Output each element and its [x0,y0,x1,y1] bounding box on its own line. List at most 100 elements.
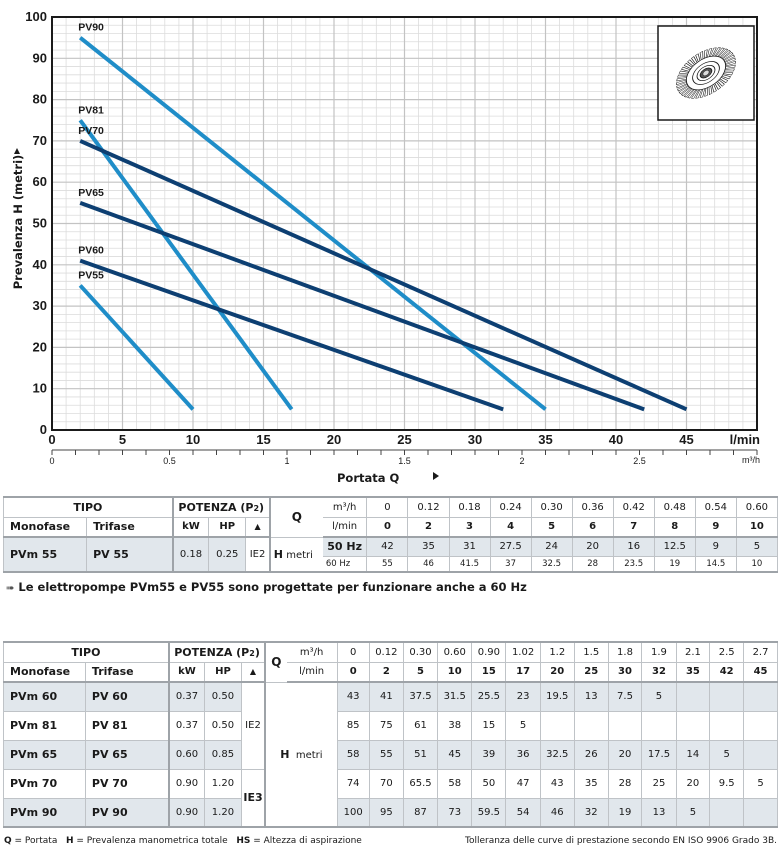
head-label-unit: metri [295,750,323,761]
q-lmin: 4 [489,516,532,538]
h60-value: 41.5 [448,555,491,573]
model-monofase: PVm 81 [3,710,86,741]
head-value: 36 [505,739,541,770]
head-value: 59.5 [471,797,507,828]
head-value: 55 [368,739,404,770]
series-label-pv55: PV55 [78,269,104,281]
header-potenza: POTENZA (P2) [167,641,266,663]
power-kw: 0.37 [167,710,206,741]
efficiency-class: IE2 [245,536,271,573]
power-hp: 0.50 [204,681,242,712]
head-value: 35 [573,768,609,799]
power-hp: 1.20 [204,797,242,828]
header-kw: kW [167,661,206,683]
q-m3h: 1.9 [641,641,677,663]
h60-value: 19 [653,555,696,573]
q-lmin: 25 [573,661,609,683]
head-value: 70 [368,768,404,799]
q-lmin: 0 [366,516,409,538]
x-tick-label: 10 [186,432,200,447]
series-labels: PV90 PV81 PV70 PV65 PV60 PV55 [78,22,104,282]
x-unit-label: l/min [730,432,760,447]
head-value [709,710,745,741]
arrow-right-icon: ➠ [6,583,15,594]
pv55-performance-table: TIPO POTENZA (P2) Q m³/h 0 0.12 0.18 0.2… [2,496,779,573]
h60-value: 10 [735,555,779,573]
header-monofase: Monofase [3,661,86,683]
x2-tick-label: 1.5 [398,456,411,466]
head-value [641,710,677,741]
q-lmin: 9 [694,516,737,538]
x-tick-label: 0 [48,432,55,447]
axes [51,16,758,431]
unit-m3h: m³/h [322,496,368,518]
head-value: 47 [505,768,541,799]
model-trifase: PV 65 [84,739,170,770]
note-text: Le elettropompe PVm55 e PV55 sono proget… [18,580,527,594]
q-m3h: 0.36 [571,496,614,518]
legend-hs-key: HS [236,836,251,846]
freq-50hz: 50 Hz [322,536,368,557]
x2-tick-label: 0.5 [163,456,176,466]
head-value: 51 [402,739,439,770]
table-row: PVm 81 PV 81 0.37 0.50 85 75 61 38 15 5 [3,710,778,741]
x2-unit-label: m³/h [742,455,760,465]
q-lmin: 10 [437,661,473,683]
x-tick-label: 30 [468,432,482,447]
header-tipo: TIPO [2,641,170,663]
head-value: 25 [641,768,677,799]
legend-q-text: = Portata [14,836,58,846]
y-tick-label: 60 [33,174,47,189]
head-value: 54 [505,797,541,828]
q-lmin: 45 [743,661,778,683]
q-lmin: 17 [505,661,541,683]
impeller-icon [676,47,736,99]
q-m3h: 0.60 [437,641,473,663]
head-value [709,797,745,828]
h60-value: 28 [571,555,614,573]
h50-value: 9 [694,536,737,557]
q-lmin: 6 [571,516,614,538]
q-m3h: 0.48 [653,496,696,518]
power-hp: 0.85 [204,739,242,770]
header-q: Q [268,496,323,538]
series-label-pv81: PV81 [78,104,104,116]
head-value: 74 [336,768,370,799]
header-trifase: Trifase [84,661,170,683]
h50-value: 42 [366,536,409,557]
header-trifase: Trifase [86,516,174,538]
header-q: Q [264,641,287,683]
head-value: 41 [368,681,404,712]
head-value: 73 [437,797,473,828]
head-value: 5 [743,768,778,799]
tolerance-note: Tolleranza delle curve di prestazione se… [464,836,777,846]
head-label-h: H [280,748,290,761]
series-label-pv90: PV90 [78,22,104,34]
h60-value: 46 [407,555,450,573]
head-value: 20 [675,768,711,799]
head-value: 5 [641,681,677,712]
head-value: 95 [368,797,404,828]
head-value: 13 [641,797,677,828]
model-trifase: PV 55 [86,536,174,573]
q-lmin: 3 [448,516,491,538]
head-value [607,710,643,741]
head-value: 43 [539,768,575,799]
model-monofase: PVm 70 [3,768,86,799]
head-value: 37.5 [402,681,439,712]
head-value: 15 [471,710,507,741]
q-m3h: 0.54 [694,496,737,518]
y-tick-label: 50 [33,216,47,231]
model-monofase: PVm 55 [2,536,88,573]
x2-tick-label: 0 [49,456,54,466]
table-row: PVm 65 PV 65 0.60 0.85 58 55 51 45 39 36 32.5 26 20 1… [3,739,778,770]
head-label: H metri [264,681,338,828]
header-potenza-text: POTENZA (P2) [178,500,265,514]
power-hp: 0.50 [204,710,242,741]
head-value: 9.5 [709,768,745,799]
q-m3h: 1.5 [573,641,609,663]
unit-lmin: l/min [286,661,338,683]
power-kw: 0.37 [167,681,206,712]
head-value: 61 [402,710,439,741]
head-value: 25.5 [471,681,507,712]
